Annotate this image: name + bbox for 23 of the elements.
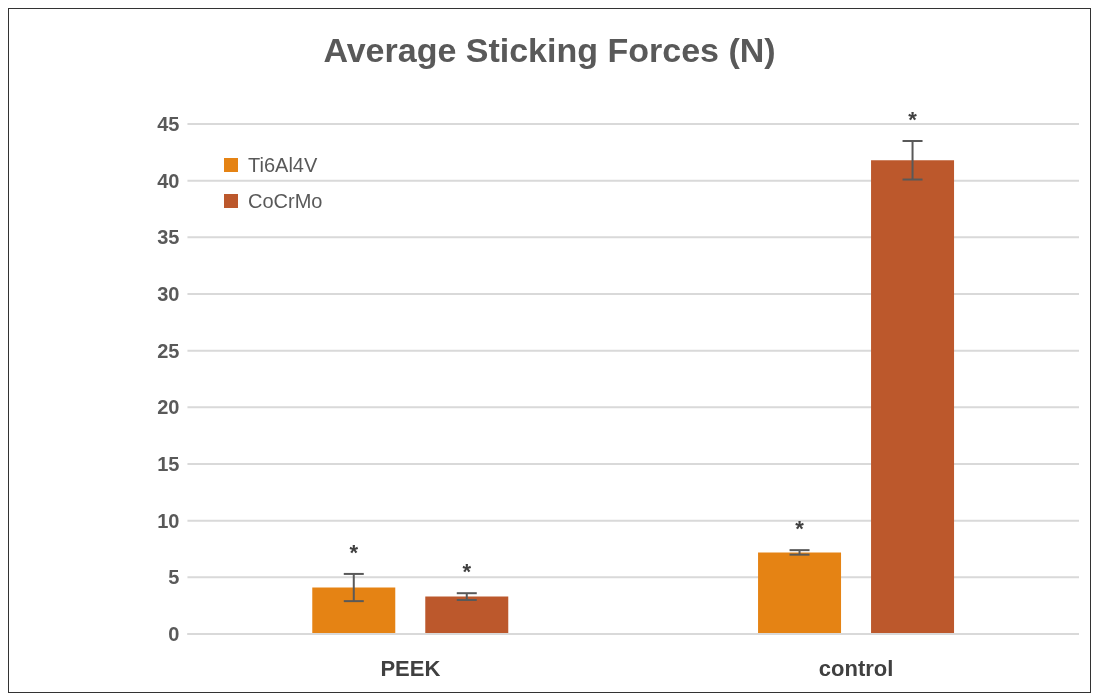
bar <box>312 587 396 634</box>
x-tick-label: control <box>818 655 894 681</box>
bar <box>758 552 842 634</box>
y-tick-label: 20 <box>157 396 180 419</box>
y-tick-label: 40 <box>157 169 180 192</box>
y-tick-label: 30 <box>157 283 180 306</box>
annotation: * <box>349 539 359 565</box>
annotation: * <box>795 516 805 542</box>
legend-label: Ti6Al4V <box>248 153 318 178</box>
annotation: * <box>462 559 472 585</box>
y-tick-label: 25 <box>157 339 180 362</box>
y-tick-label: 15 <box>157 453 180 476</box>
bar <box>871 160 955 634</box>
y-tick-label: 45 <box>157 113 180 136</box>
y-tick-label: 5 <box>168 566 180 589</box>
y-tick-label: 35 <box>157 226 180 249</box>
legend-label: CoCrMo <box>248 189 323 214</box>
chart-title: Average Sticking Forces (N) <box>322 31 777 70</box>
bar <box>425 596 509 634</box>
x-tick-label: PEEK <box>380 655 441 681</box>
y-tick-label: 10 <box>157 509 180 532</box>
y-tick-label: 0 <box>168 623 180 646</box>
annotation: * <box>908 107 918 132</box>
